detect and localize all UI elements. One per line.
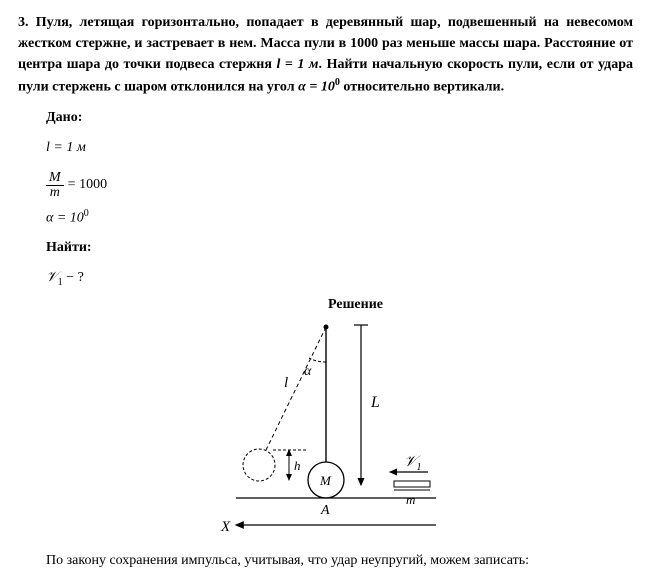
rod-deflected (266, 327, 326, 450)
label-A: A (320, 503, 330, 518)
label-L: L (370, 394, 380, 411)
given-label: Дано: (46, 104, 633, 132)
label-M: M (319, 473, 332, 488)
formula-alpha: α = 10 (298, 80, 335, 95)
given-line-3: α = 100 (46, 204, 633, 233)
problem-p3: относительно вертикали. (340, 80, 504, 95)
fraction-Mm: M m (46, 171, 64, 200)
given-line-1: l = 1 м (46, 134, 633, 162)
problem-number: 3. (18, 15, 29, 30)
physics-diagram-svg: L α l M h A 𝒱1 m X (136, 317, 516, 542)
find-rest: − ? (63, 270, 84, 285)
angle-arc (309, 358, 326, 362)
fraction-eq: = 1000 (68, 171, 107, 199)
label-l: l (284, 375, 288, 391)
formula-l: l = 1 м (276, 57, 318, 72)
problem-statement: 3. Пуля, летящая горизонтально, попадает… (18, 12, 633, 98)
label-X: X (220, 519, 231, 535)
find-label: Найти: (46, 234, 633, 262)
solution-title: Решение (78, 297, 633, 313)
find-var: 𝒱 (46, 270, 58, 285)
diagram: L α l M h A 𝒱1 m X (18, 317, 633, 547)
fraction-num: M (46, 171, 64, 186)
label-alpha: α (304, 364, 312, 379)
ball-deflected (243, 449, 275, 481)
bullet-group (394, 481, 430, 490)
label-m: m (406, 492, 415, 507)
given-alpha: α = 10 (46, 210, 84, 225)
given-section: Дано: l = 1 м M m = 1000 α = 100 Найти: … (46, 104, 633, 294)
fraction-den: m (46, 186, 64, 200)
given-line-2: M m = 1000 (46, 171, 107, 200)
bottom-text: По закону сохранения импульса, учитывая,… (18, 553, 633, 569)
find-line: 𝒱1 − ? (46, 264, 633, 293)
label-h: h (294, 458, 301, 473)
given-alpha-sup: 0 (84, 208, 89, 219)
label-v: 𝒱1 (404, 454, 422, 473)
